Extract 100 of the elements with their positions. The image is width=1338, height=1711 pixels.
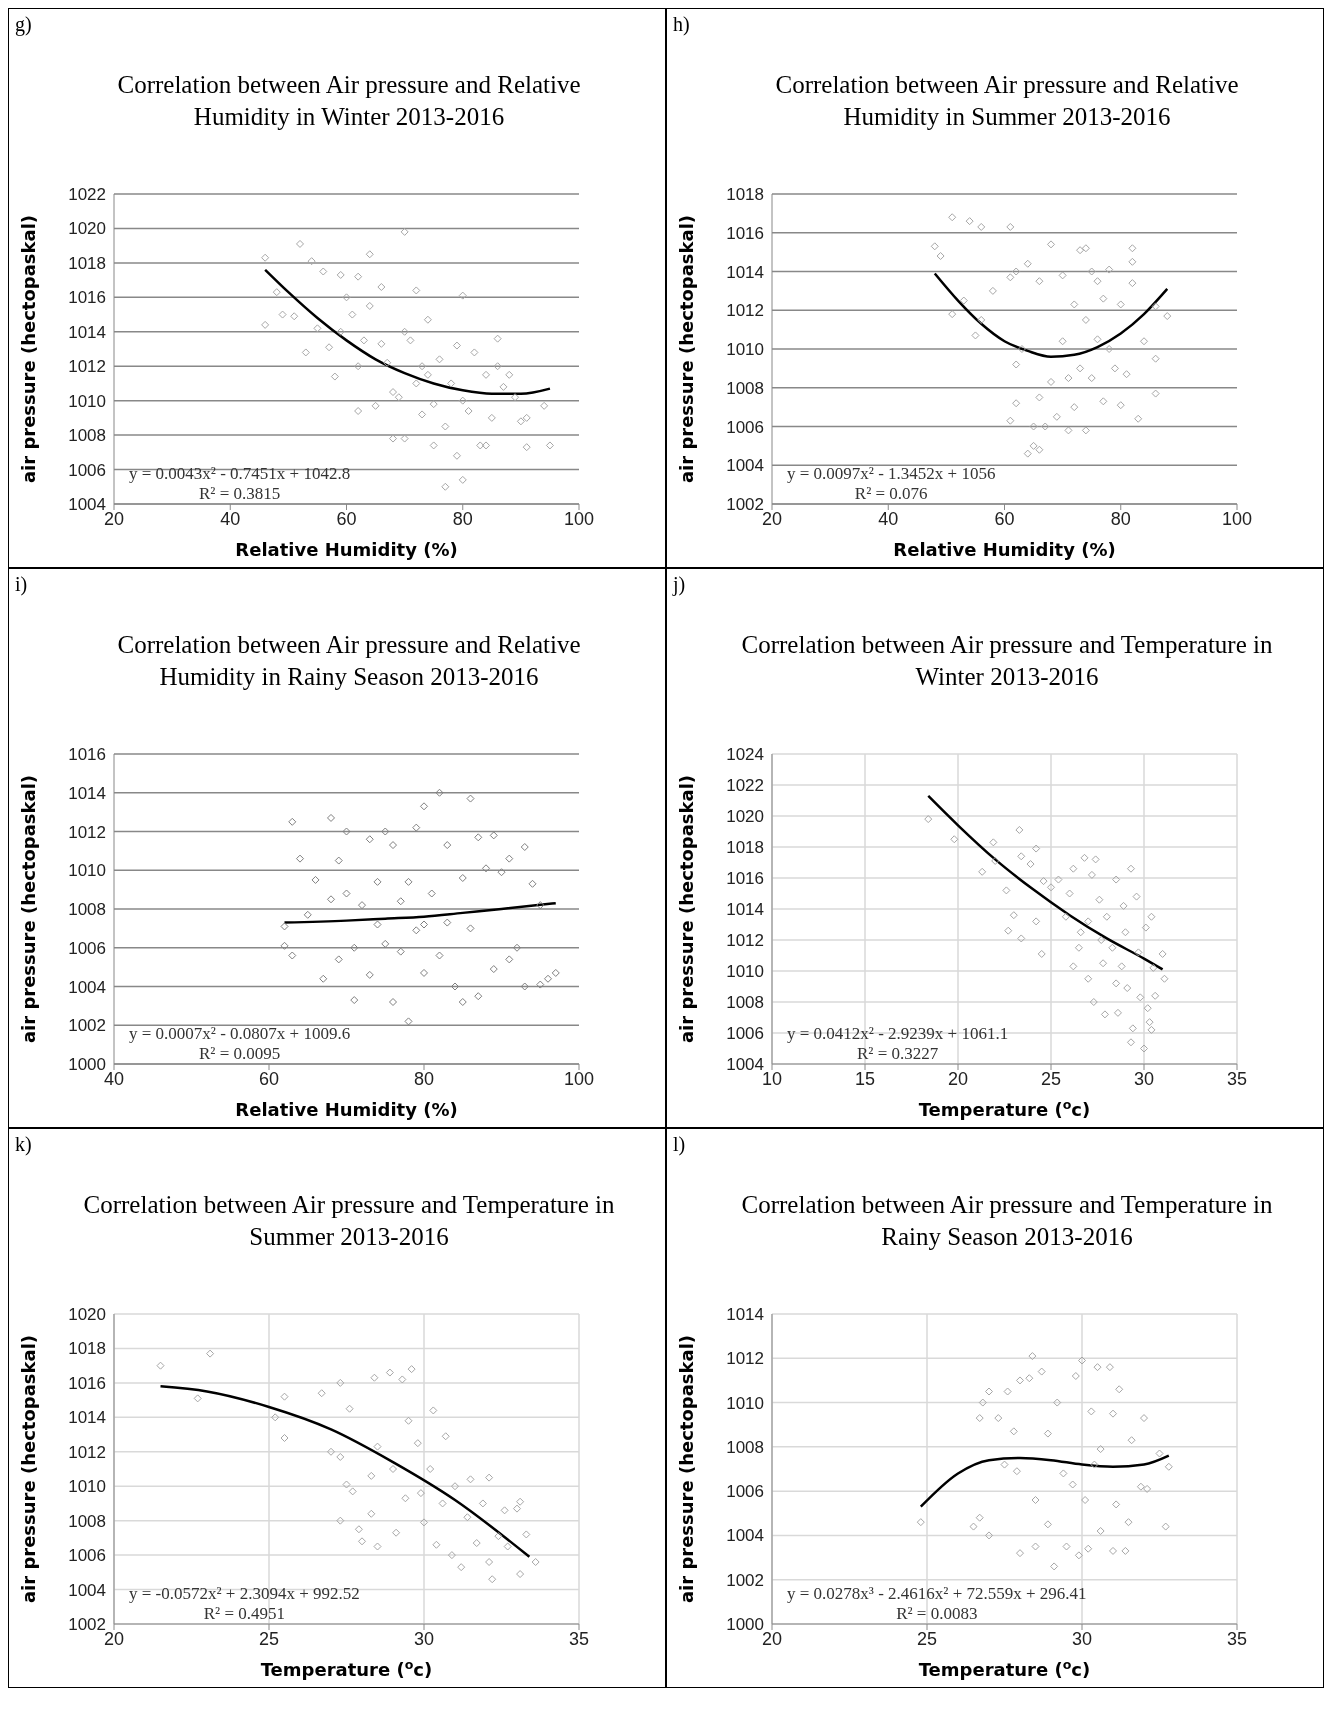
point [1070, 300, 1079, 309]
point [432, 1540, 441, 1549]
y-tick-label: 1016 [68, 745, 106, 765]
point [1116, 401, 1125, 410]
point [1059, 1469, 1068, 1478]
y-axis-title: air pressure (hectopaskal) [18, 214, 39, 484]
point [1108, 943, 1117, 952]
point [1047, 377, 1055, 386]
point [1097, 936, 1106, 944]
point [407, 1365, 416, 1374]
point [1015, 825, 1024, 834]
point [930, 242, 939, 251]
point [1069, 864, 1078, 873]
point [1084, 1544, 1093, 1553]
point [426, 1465, 435, 1473]
point [1151, 302, 1160, 311]
y-tick-label: 1002 [68, 1016, 106, 1036]
y-tick-label: 1014 [726, 900, 764, 920]
point [522, 1530, 531, 1539]
point [1043, 1429, 1052, 1438]
y-tick-label: 1010 [68, 1477, 106, 1497]
point [1081, 1496, 1090, 1504]
point [1084, 917, 1093, 926]
point [977, 222, 986, 231]
point [948, 310, 957, 319]
point [336, 1452, 345, 1461]
point [1112, 875, 1121, 884]
point [1087, 870, 1096, 879]
point [398, 1375, 407, 1384]
x-tick-label: 15 [854, 1068, 876, 1089]
x-tick-label: 80 [452, 508, 473, 529]
y-tick-label: 1008 [68, 1511, 106, 1531]
y-tick-label: 1022 [68, 185, 106, 205]
y-tick-label: 1016 [726, 869, 764, 889]
point [193, 1394, 202, 1403]
y-tick-label: 1018 [726, 838, 764, 858]
point [1143, 1004, 1152, 1013]
point [1105, 265, 1114, 274]
point [1087, 1407, 1096, 1416]
point [1053, 1398, 1062, 1407]
point [1071, 1372, 1080, 1380]
annotation: y = -0.0572x² + 2.3094x + 992.52 [129, 1584, 360, 1603]
y-tick-label: 1000 [68, 1055, 106, 1075]
point [1112, 979, 1121, 988]
point [358, 1537, 366, 1546]
point [1121, 1546, 1130, 1555]
point [206, 1349, 215, 1358]
point [1035, 277, 1044, 286]
point [156, 1361, 165, 1370]
point [365, 835, 374, 844]
point [1091, 855, 1100, 864]
point [1026, 860, 1035, 869]
point [1093, 335, 1102, 344]
chart-title: Correlation between Air pressure and Temperature in Winter 2013-2016 [741, 631, 1273, 690]
point [520, 843, 529, 851]
x-tick-label: 30 [1071, 1628, 1093, 1649]
point [1076, 364, 1085, 373]
point [1110, 364, 1119, 373]
point [1109, 1409, 1117, 1418]
point [1080, 853, 1089, 862]
point [1076, 928, 1085, 937]
x-tick-label: 40 [220, 508, 241, 529]
point [404, 877, 413, 886]
point [1116, 300, 1125, 309]
point [1017, 852, 1026, 861]
y-axis-title: air pressure (hectopaskal) [18, 774, 39, 1044]
point [413, 1439, 422, 1448]
point [1000, 1460, 1009, 1469]
point [1050, 1562, 1059, 1571]
point [1064, 426, 1073, 435]
point [345, 1404, 354, 1413]
point [1122, 370, 1131, 379]
annotation: R² = 0.0083 [896, 1604, 978, 1623]
point [1099, 294, 1108, 303]
point [1093, 277, 1102, 286]
point [500, 1506, 509, 1515]
y-tick-label: 1010 [726, 962, 764, 982]
point [1035, 393, 1044, 402]
point [1160, 974, 1169, 983]
point [1006, 273, 1015, 282]
point [1003, 1387, 1012, 1396]
point [1136, 1482, 1145, 1491]
point [1164, 1462, 1173, 1471]
point [350, 943, 359, 952]
point [1002, 886, 1011, 895]
annotation: y = 0.0043x² - 0.7451x + 1042.8 [129, 464, 351, 483]
point [1004, 926, 1013, 935]
y-tick-label: 1018 [68, 253, 106, 273]
x-tick-label: 40 [878, 508, 899, 529]
annotation: R² = 0.0095 [198, 1044, 281, 1063]
y-axis-title: air pressure (hectopaskal) [676, 214, 697, 484]
point [1126, 1038, 1135, 1047]
point [1128, 257, 1137, 266]
y-tick-label: 1020 [726, 807, 764, 827]
annotation: R² = 0.3815 [198, 484, 281, 503]
point [1151, 389, 1160, 398]
point [482, 864, 490, 873]
point [1016, 1376, 1024, 1385]
point [948, 213, 957, 222]
x-axis-title: Temperature ($^{o}$c) [260, 1656, 433, 1680]
